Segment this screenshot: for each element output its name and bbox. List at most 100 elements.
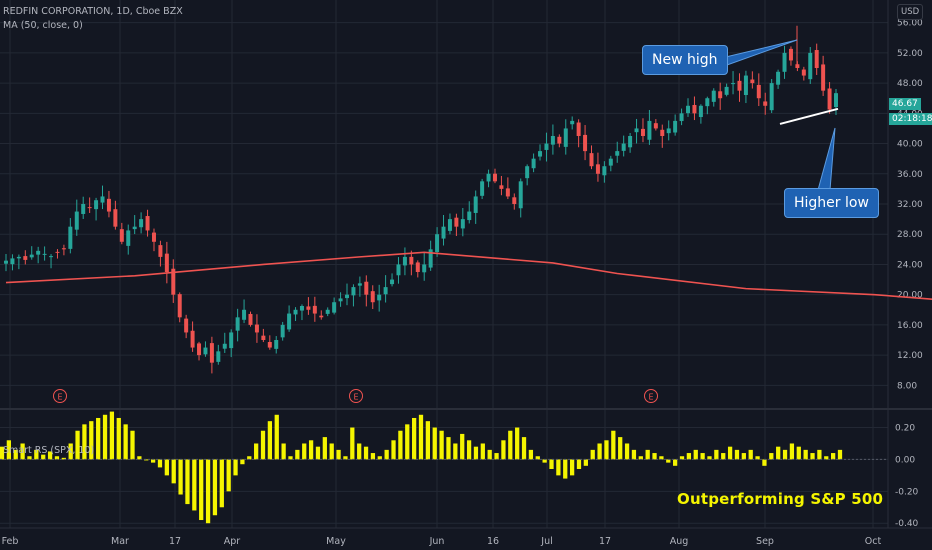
rs-bar (645, 449, 650, 460)
bar-countdown-tag: 02:18:18 (889, 113, 932, 125)
rs-bar (75, 430, 80, 460)
candle-body (415, 262, 420, 272)
rs-bar (515, 427, 520, 460)
time-axis-label: Jul (540, 536, 552, 547)
candle-body (505, 188, 510, 197)
rs-bar (233, 459, 238, 476)
price-axis-label: 16.00 (897, 321, 923, 331)
candle-body (492, 173, 497, 182)
rs-bar (47, 451, 53, 460)
candle-body (447, 219, 452, 231)
candle-body (512, 197, 517, 204)
candle-body (595, 164, 600, 174)
rs-bar (41, 454, 46, 460)
candle-body (10, 258, 15, 265)
rs-bar (453, 443, 458, 460)
rs-bar (528, 449, 534, 460)
rs-bar (377, 456, 382, 460)
candle-body (216, 351, 221, 362)
candle-body (345, 294, 350, 299)
rs-bar (322, 437, 327, 460)
rs-bar (199, 459, 204, 521)
time-axis-label: 17 (169, 536, 181, 547)
rs-bar (583, 459, 588, 466)
time-axis-label: Sep (756, 536, 774, 547)
candle-body (776, 71, 781, 85)
rs-bar (727, 446, 733, 460)
earnings-marker-label: E (353, 393, 358, 402)
price-axis-label: 48.00 (897, 79, 923, 89)
candle-body (602, 166, 607, 176)
rs-bar (123, 424, 128, 460)
rs-bar (721, 453, 726, 460)
rs-bar (336, 449, 341, 460)
rs-bar (631, 449, 637, 460)
time-axis-label: 17 (599, 536, 611, 547)
rs-bar (384, 449, 389, 460)
rs-axis-label: 0.00 (895, 455, 915, 465)
rs-bar (102, 414, 108, 460)
candle-body (197, 343, 202, 356)
candle-body (61, 248, 66, 250)
rs-bar (405, 424, 410, 460)
candle-body (531, 158, 536, 169)
rs-bar (329, 443, 334, 460)
candle-body (390, 279, 395, 285)
rs-bar (666, 459, 671, 463)
candle-body (640, 128, 645, 136)
rs-bar (185, 459, 190, 505)
rs-bar (542, 459, 547, 463)
candle-body (441, 226, 446, 239)
candle-body (377, 294, 382, 301)
candle-body (267, 341, 272, 348)
candle-body (274, 340, 279, 349)
rs-legend: Smart RS (SPX, 10) (3, 445, 95, 456)
candle-body (164, 253, 169, 272)
candle-body (821, 64, 826, 91)
candle-body (756, 84, 761, 99)
candle-body (29, 254, 34, 258)
time-axis-label: 16 (487, 536, 499, 547)
moving-average-line (5, 251, 932, 300)
candle-body (467, 211, 472, 221)
rs-bar (0, 446, 5, 460)
rs-bar (796, 446, 801, 460)
rs-bar (597, 443, 602, 460)
candle-body (4, 260, 8, 264)
candle-body (769, 83, 774, 111)
candle-body (203, 347, 208, 355)
rs-bar (96, 417, 101, 460)
time-axis-label: May (326, 536, 346, 547)
rs-bar (274, 414, 279, 460)
candle-body (731, 83, 736, 85)
rs-bar (357, 443, 362, 460)
candle-body (743, 75, 748, 96)
candle-body (242, 309, 247, 320)
candle-body (621, 143, 626, 151)
rs-bar (769, 453, 774, 460)
rs-bar (707, 456, 712, 460)
rs-bar (741, 453, 746, 460)
candle-body (570, 120, 575, 125)
rs-bar (521, 437, 527, 460)
new-high-callout: New high (642, 45, 728, 75)
rs-bar (734, 449, 740, 460)
candle-body (383, 287, 388, 295)
rs-bar (13, 449, 18, 460)
rs-bar (391, 440, 396, 460)
time-axis-label: Feb (2, 536, 19, 547)
candle-body (145, 216, 150, 231)
candle-body (428, 249, 433, 268)
rs-bar (590, 449, 595, 460)
candle-body (113, 209, 118, 227)
rs-bar (212, 459, 218, 516)
currency-label[interactable]: USD (897, 4, 924, 20)
candle-body (454, 217, 459, 227)
rs-bar (446, 437, 451, 460)
rs-bar (679, 456, 685, 460)
candle-body (525, 166, 530, 179)
candle-body (834, 93, 838, 108)
rs-bar (178, 459, 183, 495)
candle-body (550, 136, 555, 145)
